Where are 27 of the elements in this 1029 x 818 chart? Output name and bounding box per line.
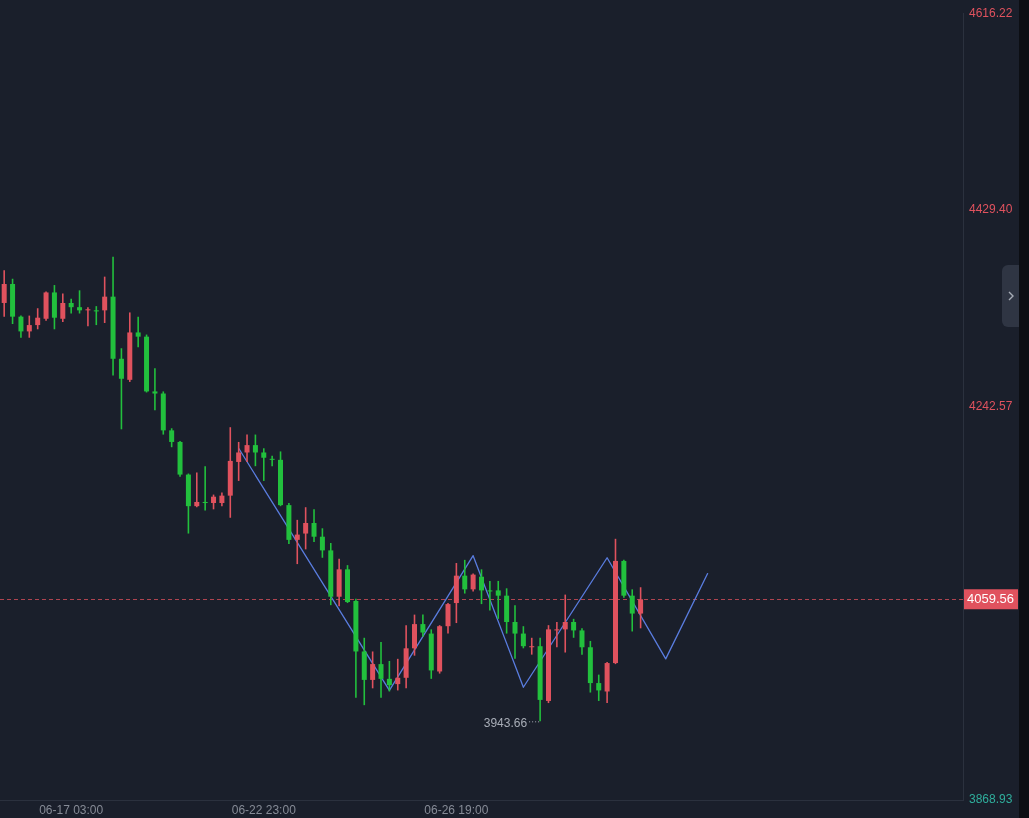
- candlestick: [529, 637, 535, 655]
- y-tick-label: 4242.57: [969, 398, 1013, 413]
- candlestick: [487, 580, 493, 611]
- y-tick-label: 4616.22: [969, 5, 1013, 20]
- candlestick: [495, 580, 501, 619]
- ref-line-label: 4059.56: [967, 591, 1014, 607]
- candlestick: [135, 316, 141, 348]
- x-tick-label: 06-22 23:00: [231, 802, 297, 817]
- candlestick: [596, 674, 602, 701]
- candlestick: [202, 466, 208, 511]
- x-tick-label: 06-17 03:00: [39, 802, 104, 817]
- candlestick: [244, 434, 250, 462]
- candlestick: [554, 621, 560, 648]
- x-tick-label: 06-26 19:00: [424, 802, 489, 817]
- candlestick: [68, 298, 74, 314]
- candlestick: [395, 658, 401, 691]
- candlestick: [269, 455, 275, 467]
- annotation: 3943.66: [483, 715, 528, 730]
- candlestick: [294, 519, 300, 565]
- candlestick: [512, 605, 518, 659]
- y-tick-label: 3868.93: [969, 792, 1013, 807]
- candlestick: [261, 448, 267, 481]
- candlestick: [152, 368, 158, 411]
- candlestick: [85, 307, 91, 327]
- y-tick-label: 4429.40: [969, 202, 1013, 217]
- candlestick: [194, 472, 200, 508]
- candlestick: [378, 642, 384, 698]
